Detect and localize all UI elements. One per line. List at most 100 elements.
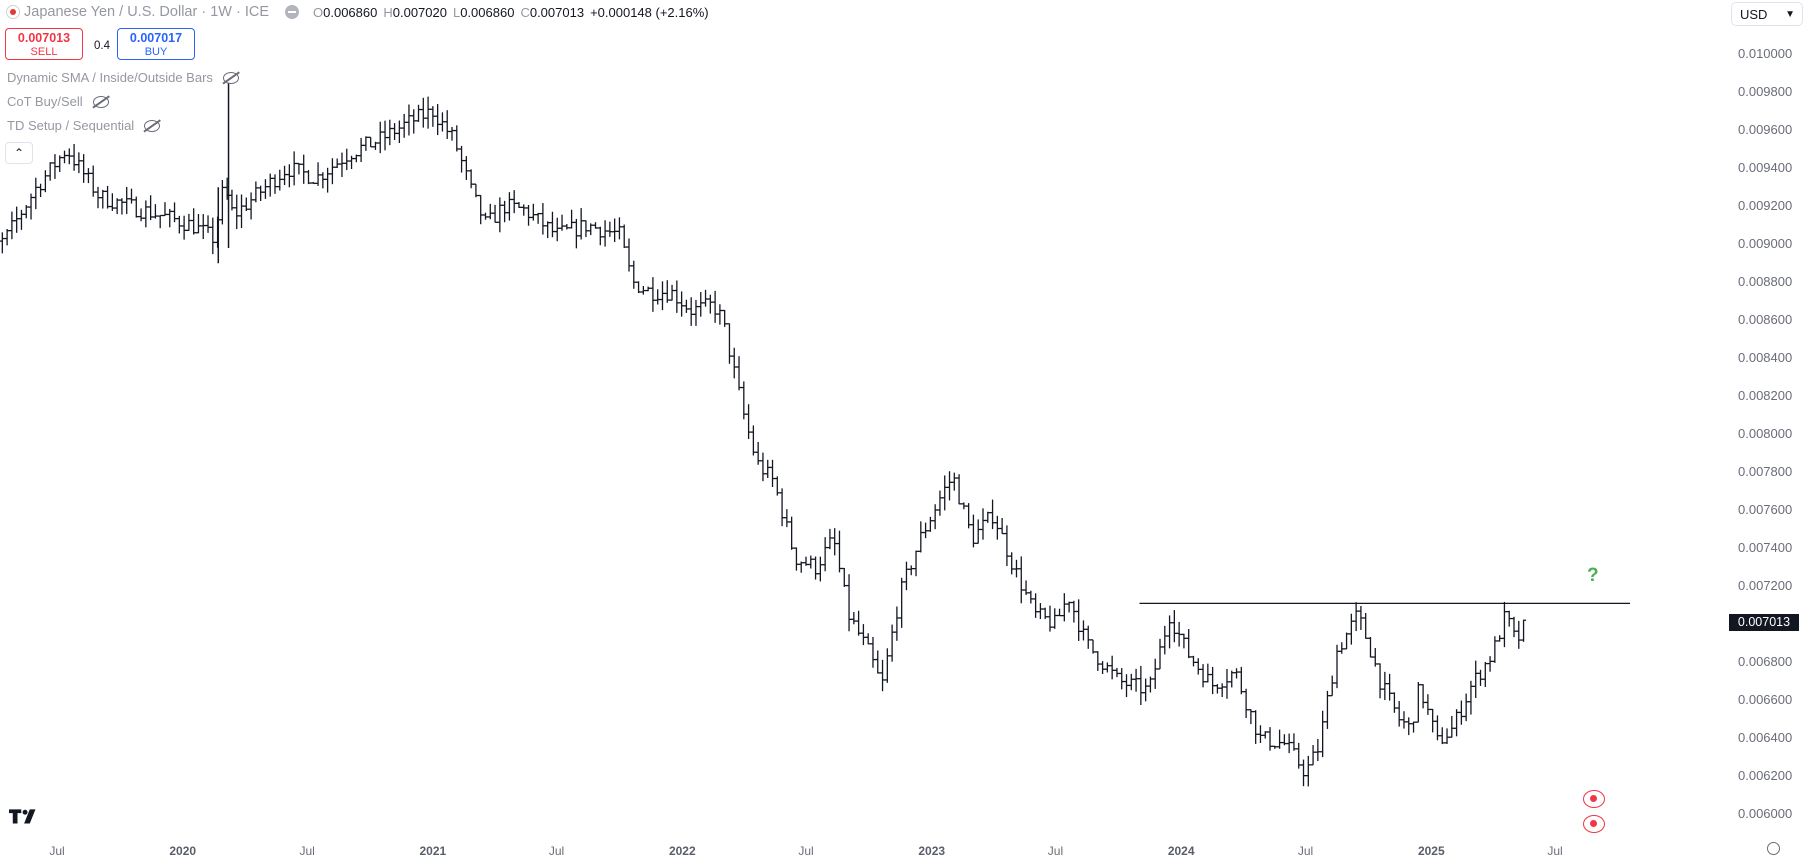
ohlc-high: H0.007020 (383, 4, 447, 20)
ohlc-bar (1396, 701, 1402, 727)
indicator-dynamic-sma[interactable]: Dynamic SMA / Inside/Outside Bars (7, 70, 239, 85)
price-axis[interactable]: 0.006000 0.006200 0.006400 0.006600 0.006800… (1730, 0, 1811, 840)
ohlc-bar (267, 173, 273, 197)
ohlc-bar (674, 280, 680, 313)
ohlc-bar (334, 158, 340, 169)
ohlc-bar (1401, 711, 1407, 729)
ohlc-bar (1080, 620, 1086, 641)
ohlc-bar (750, 425, 756, 456)
ohlc-bar (229, 189, 235, 211)
ohlc-bar (1262, 731, 1268, 739)
ohlc-bar (889, 624, 895, 662)
time-tick-label: Jul (1297, 844, 1314, 858)
ohlc-bar (114, 198, 120, 215)
ohlc-bar (994, 515, 1000, 540)
ohlc-bar (66, 148, 72, 165)
ohlc-bar (176, 215, 182, 234)
collapse-legend-icon[interactable] (285, 5, 299, 19)
ohlc-close: C0.007013 (520, 4, 585, 20)
ohlc-bar (1310, 745, 1316, 766)
settings-gear-icon[interactable] (1767, 842, 1780, 855)
ohlc-bar (363, 136, 369, 151)
ohlc-bar (473, 183, 479, 198)
ohlc-bar (1100, 661, 1106, 674)
price-tick-label: 0.008800 (1738, 274, 1793, 290)
ohlc-bar (195, 213, 201, 234)
ohlc-bar (942, 475, 948, 511)
ohlc-bar (798, 561, 804, 573)
ohlc-bar (607, 221, 613, 237)
ohlc-bar (262, 179, 268, 199)
buy-button[interactable]: 0.007017 BUY (117, 28, 195, 60)
eye-hidden-icon[interactable] (144, 119, 161, 132)
ohlc-bar (1033, 593, 1039, 618)
ohlc-bar (918, 521, 924, 553)
price-tick-label: 0.006600 (1738, 692, 1793, 708)
ohlc-bar (1339, 642, 1345, 654)
ohlc-bar (1391, 692, 1397, 713)
time-axis[interactable]: Jul 2020 Jul 2021 Jul 2022 Jul 2023 Jul 2024 Jul 20… (0, 840, 1811, 865)
ohlc-bar (435, 104, 441, 136)
buy-price: 0.007017 (129, 31, 183, 45)
chevron-down-icon: ▼ (1785, 9, 1795, 20)
time-tick-label: 2021 (419, 844, 447, 858)
ohlc-bar (1281, 734, 1287, 746)
ohlc-bar (703, 289, 709, 307)
ohlc-bar (353, 154, 359, 163)
ohlc-bar (1367, 636, 1373, 658)
price-tick-label: 0.006000 (1738, 806, 1793, 822)
ohlc-bar (856, 610, 862, 636)
ohlc-bar (1057, 608, 1063, 617)
symbol-title[interactable]: Japanese Yen / U.S. Dollar · 1W · ICE (24, 4, 269, 20)
ohlc-bar (157, 214, 163, 229)
ohlc-bar (1291, 733, 1297, 751)
sell-button[interactable]: 0.007013 SELL (5, 28, 83, 60)
ohlc-bar (1190, 655, 1196, 667)
ohlc-bar (1085, 625, 1091, 649)
ohlc-bar (1114, 667, 1120, 678)
ohlc-bar (1487, 656, 1493, 672)
ohlc-bar (52, 154, 58, 179)
time-tick-label: 2023 (918, 844, 946, 858)
tradingview-logo-icon[interactable] (9, 806, 43, 826)
currency-select[interactable]: USD ▼ (1731, 2, 1803, 26)
ohlc-bar (200, 214, 206, 240)
economic-event-icon[interactable] (1583, 815, 1605, 833)
ohlc-bar (444, 110, 450, 139)
economic-event-flag-icon[interactable] (1583, 790, 1605, 808)
annotation-text[interactable]: ? (1587, 565, 1599, 586)
eye-hidden-icon[interactable] (222, 71, 239, 84)
ohlc-bar (416, 104, 422, 122)
ohlc-bar (1473, 660, 1479, 699)
ohlc-bar (1272, 745, 1278, 749)
ohlc-bar (1181, 633, 1187, 649)
indicator-td-setup[interactable]: TD Setup / Sequential (7, 118, 161, 133)
ohlc-bar (1516, 620, 1522, 649)
ohlc-bar (593, 222, 599, 229)
ohlc-bar (980, 508, 986, 540)
ohlc-bar (377, 121, 383, 154)
collapse-indicators-button[interactable]: ⌃ (5, 142, 33, 164)
ohlc-bar (875, 650, 881, 674)
ohlc-bar (947, 471, 953, 501)
price-tick-label: 0.009600 (1738, 122, 1793, 138)
indicator-cot-buy-sell[interactable]: CoT Buy/Sell (7, 94, 109, 109)
price-chart-svg[interactable] (0, 0, 1730, 840)
time-tick-label: 2020 (169, 844, 197, 858)
ohlc-bar (1042, 607, 1048, 620)
ohlc-bar (698, 292, 704, 317)
ohlc-bar (1334, 644, 1340, 689)
price-chart-area[interactable] (0, 0, 1730, 840)
price-tick-label: 0.009000 (1738, 236, 1793, 252)
ohlc-bar (449, 126, 455, 141)
ohlc-bar (1434, 715, 1440, 741)
ohlc-bar (1248, 709, 1254, 725)
spread-value: 0.4 (94, 40, 110, 52)
ohlc-bar (851, 612, 857, 625)
ohlc-bar (205, 215, 211, 233)
ohlc-bar (454, 125, 460, 152)
ohlc-bar (1152, 658, 1158, 689)
ohlc-bar (1415, 682, 1421, 723)
ohlc-bar (148, 195, 154, 221)
eye-hidden-icon[interactable] (92, 95, 109, 108)
